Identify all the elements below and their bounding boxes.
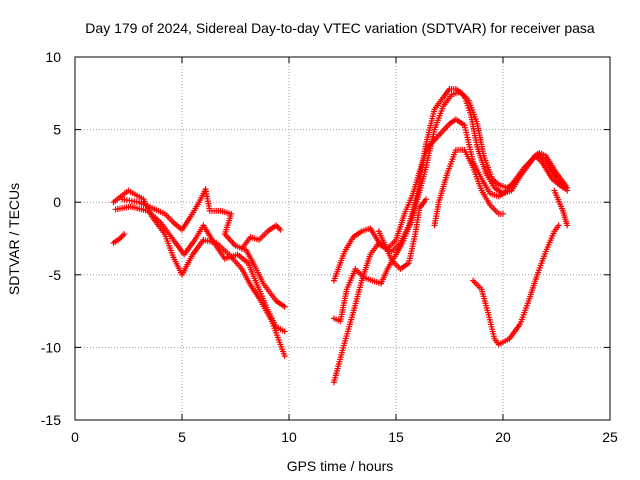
data-mark (375, 196, 429, 272)
y-tick-label: 10 (45, 49, 61, 65)
series-track-1 (110, 187, 288, 360)
chart-title: Day 179 of 2024, Sidereal Day-to-day VTE… (85, 20, 595, 36)
data-points (110, 85, 571, 386)
axis-ticks: 0 5 10 15 20 25 -15 -10 -5 0 5 10 (41, 49, 618, 445)
data-mark (119, 186, 288, 310)
y-tick-label: -15 (41, 412, 61, 428)
data-mark (330, 85, 566, 284)
x-axis-label: GPS time / hours (287, 458, 394, 474)
x-tick-label: 20 (495, 429, 511, 445)
series-track-9 (375, 196, 429, 272)
series-track-5 (238, 222, 284, 252)
grid-lines (75, 57, 610, 420)
y-tick-label: -10 (41, 339, 61, 355)
y-tick-label: -5 (49, 267, 62, 283)
data-mark (110, 187, 288, 360)
series-track-7 (330, 85, 566, 284)
x-tick-label: 10 (281, 429, 297, 445)
plot-frame (74, 56, 611, 421)
series-track-10 (431, 146, 506, 229)
data-mark (112, 203, 288, 335)
x-tick-label: 0 (71, 429, 79, 445)
series-track-2 (112, 203, 288, 335)
series-track-8 (330, 88, 571, 325)
data-mark (470, 222, 562, 348)
data-mark (330, 88, 571, 325)
x-tick-label: 15 (388, 429, 404, 445)
data-mark (238, 222, 284, 252)
data-mark (110, 231, 128, 246)
x-tick-label: 25 (602, 429, 618, 445)
series-track-4 (110, 231, 128, 246)
y-tick-label: 5 (53, 122, 61, 138)
y-tick-label: 0 (53, 194, 61, 210)
x-tick-label: 5 (178, 429, 186, 445)
data-mark (431, 146, 506, 229)
data-mark (551, 187, 571, 229)
series-track-11 (470, 222, 562, 348)
series-track-3 (119, 186, 288, 310)
series-track-12 (551, 187, 571, 229)
y-axis-label: SDTVAR / TECUs (6, 183, 22, 295)
